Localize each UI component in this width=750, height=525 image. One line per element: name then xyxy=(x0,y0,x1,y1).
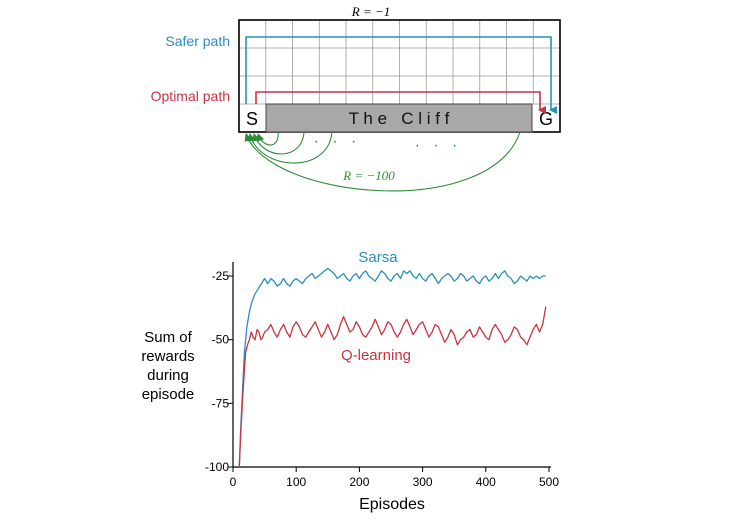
x-tick-label: 200 xyxy=(349,475,369,489)
x-tick-label: 300 xyxy=(413,475,433,489)
y-tick-label: -50 xyxy=(212,333,230,347)
reward-cliff-label: R = −100 xyxy=(342,168,395,183)
optimal-path-label: Optimal path xyxy=(151,88,230,104)
goal-label: G xyxy=(539,109,553,129)
y-axis-label-line: during xyxy=(147,367,189,384)
safer-path-label: Safer path xyxy=(165,33,230,49)
cliff-return-arrow xyxy=(244,131,521,192)
y-axis-label-line: rewards xyxy=(141,348,194,365)
cliff-return-arrow xyxy=(252,131,305,155)
y-ticks: -25 -50 -75 -100 xyxy=(205,269,233,474)
cliff-label: T h e C l i f f xyxy=(349,109,450,128)
x-tick-label: 400 xyxy=(476,475,496,489)
cliff-return-arrow xyxy=(247,131,333,164)
cliff-gridworld: R = −1 T h e C l i f f S G Safer path Op… xyxy=(151,4,561,192)
cliff-region xyxy=(265,103,533,133)
q-learning-series-line xyxy=(238,306,547,468)
cliff-return-arrows xyxy=(244,131,521,192)
y-tick-label: -25 xyxy=(212,269,230,283)
y-axis-label: Sum of rewards during episode xyxy=(141,329,194,403)
x-tick-label: 0 xyxy=(230,475,237,489)
x-tick-label: 100 xyxy=(286,475,306,489)
y-tick-label: -75 xyxy=(212,396,230,410)
y-axis-label-line: episode xyxy=(142,386,195,403)
learning-curve-chart: Sum of rewards during episode -25 -50 -75 -100… xyxy=(141,249,559,513)
cliff-dots-right: · · · xyxy=(415,137,458,154)
series-lines xyxy=(238,267,547,468)
x-tick-label: 500 xyxy=(539,475,559,489)
y-axis-label-line: Sum of xyxy=(144,329,192,346)
sarsa-series-line xyxy=(238,267,546,468)
reward-top-label: R = −1 xyxy=(351,4,391,19)
x-axis-label: Episodes xyxy=(359,496,425,513)
start-label: S xyxy=(246,109,258,129)
y-tick-label: -100 xyxy=(205,460,229,474)
cliff-dots-left: · · · xyxy=(314,133,357,150)
cliff-return-arrow xyxy=(256,131,279,146)
sarsa-series-label: Sarsa xyxy=(358,249,398,266)
optimal-path-arrow xyxy=(255,91,546,114)
qlearning-series-label: Q-learning xyxy=(341,347,411,364)
safer-path-arrow xyxy=(245,36,557,114)
x-ticks: 0 100 200 300 400 500 xyxy=(230,467,559,489)
